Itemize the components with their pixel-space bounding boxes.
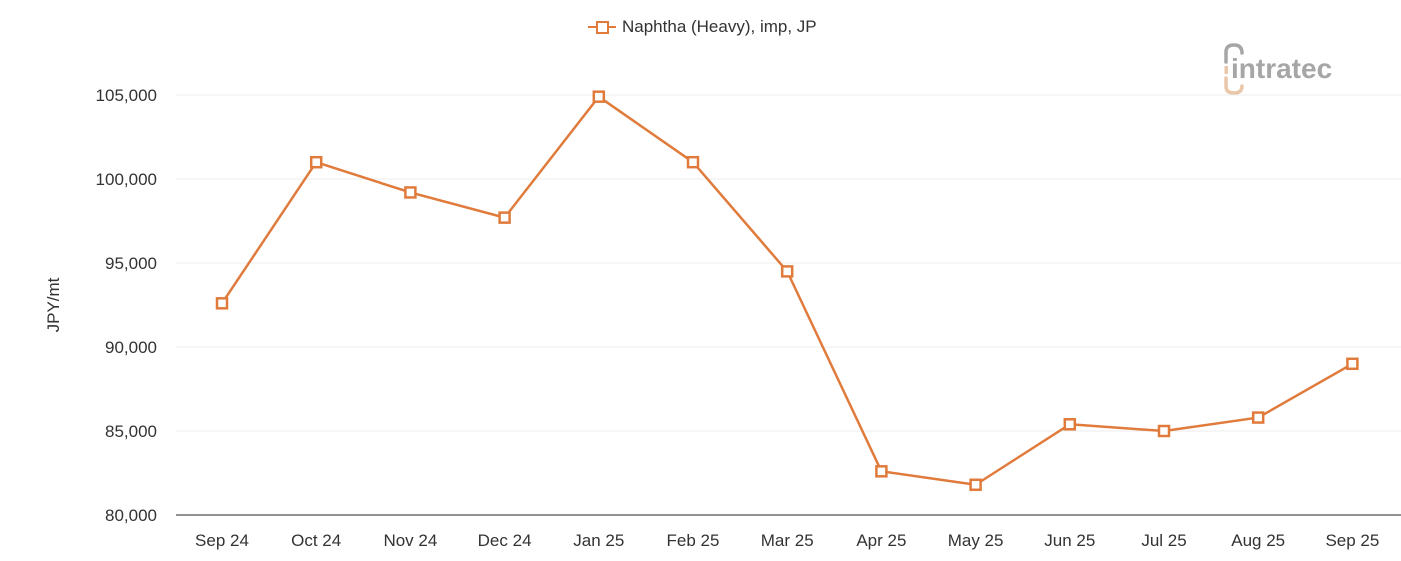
- x-axis-ticks: Sep 24 Oct 24 Nov 24 Dec 24 Jan 25 Feb 25 Mar …: [195, 531, 1379, 550]
- data-point-marker[interactable]: [1157, 424, 1171, 438]
- y-tick-label: 105,000: [96, 86, 157, 105]
- x-tick-label: Mar 25: [761, 531, 814, 550]
- y-tick-label: 90,000: [105, 338, 157, 357]
- series-naphtha-heavy: [215, 90, 1359, 492]
- data-point-marker[interactable]: [780, 265, 794, 278]
- gridlines: [176, 94, 1401, 432]
- intratec-logo: intratec: [1224, 43, 1332, 95]
- x-tick-label: May 25: [948, 531, 1004, 550]
- data-point-marker[interactable]: [969, 478, 982, 492]
- data-point-marker[interactable]: [215, 297, 229, 310]
- x-tick-label: Sep 24: [195, 531, 249, 550]
- y-tick-label: 80,000: [105, 506, 157, 525]
- x-tick-label: Feb 25: [667, 531, 720, 550]
- data-point-marker[interactable]: [686, 155, 700, 169]
- x-tick-label: Dec 24: [478, 531, 532, 550]
- data-point-marker[interactable]: [875, 465, 888, 478]
- series-line: [220, 95, 1354, 487]
- legend-label: Naphtha (Heavy), imp, JP: [622, 17, 817, 36]
- y-tick-label: 100,000: [96, 170, 157, 189]
- x-tick-label: Nov 24: [383, 531, 437, 550]
- logo-arc-bottom-icon: [1224, 76, 1244, 95]
- y-tick-label: 95,000: [105, 254, 157, 273]
- data-point-marker[interactable]: [1251, 411, 1265, 424]
- data-point-marker[interactable]: [1346, 357, 1359, 371]
- x-tick-label: Jan 25: [573, 531, 624, 550]
- logo-text: intratec: [1231, 53, 1332, 84]
- legend-marker-icon: [588, 20, 616, 34]
- chart-legend[interactable]: Naphtha (Heavy), imp, JP: [588, 17, 817, 37]
- x-tick-label: Apr 25: [856, 531, 906, 550]
- data-point-marker[interactable]: [592, 90, 606, 103]
- x-tick-label: Sep 25: [1325, 531, 1379, 550]
- data-point-marker[interactable]: [498, 211, 511, 224]
- data-point-marker[interactable]: [1063, 418, 1077, 431]
- logo-arc-top-icon: [1224, 43, 1244, 64]
- data-point-marker[interactable]: [404, 186, 417, 199]
- x-tick-label: Aug 25: [1231, 531, 1285, 550]
- y-tick-label: 85,000: [105, 422, 157, 441]
- data-point-marker[interactable]: [309, 155, 323, 169]
- y-axis-ticks: 80,000 85,000 90,000 95,000 100,000 105,000: [96, 86, 157, 525]
- x-tick-label: Jun 25: [1044, 531, 1095, 550]
- x-tick-label: Jul 25: [1141, 531, 1186, 550]
- x-tick-label: Oct 24: [291, 531, 341, 550]
